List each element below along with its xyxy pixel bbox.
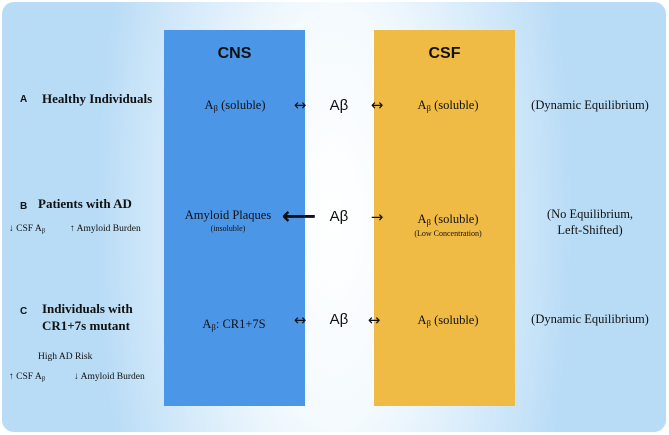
row-b-letter: B (20, 201, 28, 212)
cns-column: CNS (164, 30, 305, 406)
row-b-csf-note: ↓ CSF Aβ (9, 224, 46, 235)
row-b-cns: Amyloid Plaques (184, 208, 272, 222)
row-a-cns: Aβ (soluble) (204, 98, 266, 114)
csf-column: CSF (374, 30, 515, 406)
row-b-equilibrium-1: (No Equilibrium, (546, 207, 634, 221)
row-a-equilibrium: (Dynamic Equilibrium) (531, 98, 649, 112)
row-a-label: Healthy Individuals (42, 91, 153, 106)
row-c-csf: Aβ (soluble) (417, 313, 479, 329)
row-c-left-arrow: ↔ (293, 311, 307, 329)
row-c-burden-note: ↓ Amyloid Burden (74, 372, 145, 382)
row-c-label-2: CR1+7s mutant (42, 318, 130, 333)
row-c-cns: Aβ: CR1+7S (202, 317, 266, 333)
row-a-abeta: Aβ (329, 97, 349, 114)
row-c-csf-note: ↑ CSF Aβ (9, 372, 46, 383)
row-b-right-arrow: → (370, 208, 384, 226)
row-b-label: Patients with AD (38, 196, 132, 211)
csf-title: CSF (428, 45, 461, 62)
row-b-abeta: Aβ (329, 208, 349, 225)
row-c-equilibrium: (Dynamic Equilibrium) (531, 312, 649, 326)
row-b-left-arrow: ⟵ (281, 202, 317, 230)
row-c-right-arrow: ↔ (367, 311, 381, 329)
row-a-letter: A (20, 94, 28, 105)
row-c-abeta: Aβ (329, 311, 349, 328)
row-b-equilibrium-2: Left-Shifted) (557, 223, 623, 237)
row-a-csf: Aβ (soluble) (417, 98, 479, 114)
row-c-letter: C (20, 306, 28, 317)
row-b-cns-small: (insoluble) (210, 224, 246, 233)
row-c-label-1: Individuals with (42, 301, 133, 316)
row-a-right-arrow: ↔ (370, 96, 384, 114)
row-b-burden-note: ↑ Amyloid Burden (70, 224, 141, 234)
row-c-risk: High AD Risk (38, 352, 93, 362)
row-b-csf: Aβ (soluble) (417, 212, 479, 228)
row-b-csf-small: (Low Concentration) (414, 229, 482, 238)
cns-title: CNS (217, 45, 252, 62)
row-a-left-arrow: ↔ (293, 96, 307, 114)
